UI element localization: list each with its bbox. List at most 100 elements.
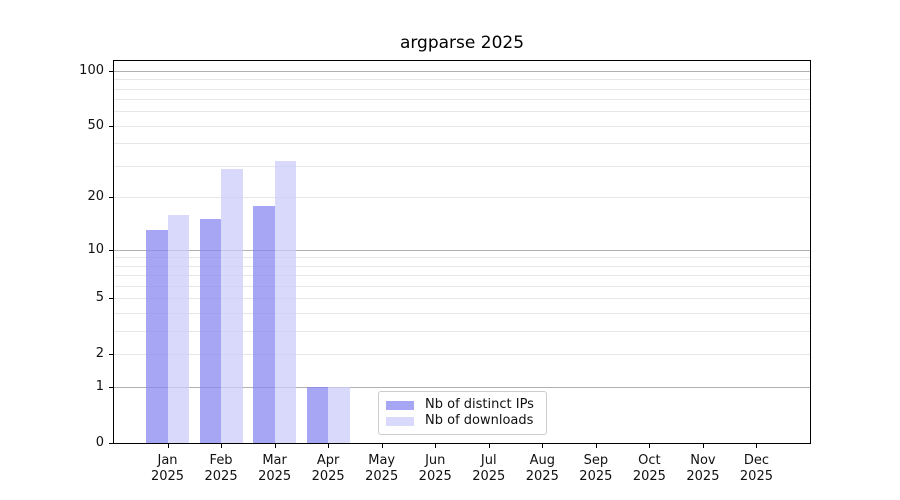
x-tick-month-aug: Aug	[529, 453, 555, 468]
x-tick-month-oct: Oct	[638, 453, 661, 468]
x-tick-nov	[702, 444, 704, 448]
x-tick-year-aug: 2025	[525, 469, 559, 484]
bar-downloads-mar	[274, 161, 297, 443]
x-tick-label-sep: Sep 2025	[556, 453, 636, 485]
x-tick-year-jun: 2025	[418, 469, 452, 484]
x-tick-year-apr: 2025	[311, 469, 345, 484]
gridline-minor-5	[114, 298, 810, 300]
x-tick-oct	[649, 444, 651, 448]
y-tick-100	[109, 70, 113, 72]
x-tick-year-may: 2025	[365, 469, 399, 484]
x-tick-year-mar: 2025	[258, 469, 292, 484]
x-tick-year-jul: 2025	[472, 469, 506, 484]
x-tick-sep	[595, 444, 597, 448]
x-tick-month-may: May	[368, 453, 396, 468]
x-tick-month-sep: Sep	[583, 453, 609, 468]
x-tick-label-jun: Jun 2025	[395, 453, 475, 485]
x-tick-year-jan: 2025	[150, 469, 185, 484]
gridline-minor-50	[114, 125, 810, 127]
x-tick-aug	[542, 444, 544, 448]
x-tick-label-aug: Aug 2025	[502, 453, 582, 485]
plot-area: Nb of distinct IPs Nb of downloads	[113, 60, 811, 444]
gridline-minor-3	[114, 331, 810, 333]
x-tick-label-jul: Jul 2025	[449, 453, 529, 485]
x-tick-label-jan: Jan 2025	[128, 453, 208, 485]
y-tick-10	[109, 249, 113, 251]
x-tick-label-mar: Mar 2025	[235, 453, 315, 485]
x-tick-year-nov: 2025	[686, 469, 720, 484]
bar-distinct-ips-mar	[253, 205, 275, 443]
x-tick-label-nov: Nov 2025	[663, 453, 743, 485]
x-tick-month-mar: Mar	[262, 453, 287, 468]
y-tick-label-50: 50	[87, 117, 104, 133]
x-tick-month-feb: Feb	[209, 453, 233, 468]
x-tick-year-oct: 2025	[632, 469, 666, 484]
x-tick-apr	[328, 444, 330, 448]
gridline-minor-2	[114, 354, 810, 356]
gridline-minor-7	[114, 275, 810, 277]
x-tick-month-nov: Nov	[690, 453, 716, 468]
legend-label-distinct-ips: Nb of distinct IPs	[425, 397, 534, 412]
legend: Nb of distinct IPs Nb of downloads	[378, 391, 547, 435]
x-tick-may	[381, 444, 383, 448]
y-tick-label-1: 1	[95, 379, 104, 395]
legend-swatch-distinct-ips-icon	[386, 400, 414, 410]
gridline-minor-80	[114, 88, 810, 90]
bar-distinct-ips-feb	[199, 219, 222, 443]
gridline-minor-30	[114, 166, 810, 168]
gridline-minor-9	[114, 257, 810, 259]
x-tick-year-feb: 2025	[204, 469, 238, 484]
chart-title: argparse 2025	[399, 33, 525, 53]
x-tick-label-feb: Feb 2025	[181, 453, 261, 485]
y-tick-1	[109, 387, 113, 389]
x-tick-mar	[274, 444, 276, 448]
y-tick-label-5: 5	[95, 290, 104, 306]
gridline-major-10	[114, 249, 810, 251]
bar-downloads-apr	[328, 387, 350, 443]
gridline-minor-60	[114, 111, 810, 113]
legend-label-downloads: Nb of downloads	[425, 413, 534, 428]
x-tick-year-sep: 2025	[579, 469, 613, 484]
y-tick-label-10: 10	[87, 241, 104, 257]
y-tick-label-20: 20	[87, 189, 104, 205]
x-tick-month-dec: Dec	[743, 453, 770, 468]
x-tick-month-jul: Jul	[480, 453, 497, 468]
legend-swatch-downloads-icon	[386, 416, 414, 426]
x-tick-label-dec: Dec 2025	[716, 453, 796, 485]
y-tick-label-2: 2	[95, 346, 104, 362]
gridline-major-1	[114, 387, 810, 389]
y-tick-5	[109, 298, 113, 300]
x-tick-year-dec: 2025	[739, 469, 773, 484]
gridline-major-100	[114, 70, 810, 72]
y-tick-50	[109, 125, 113, 127]
y-tick-label-100: 100	[79, 62, 104, 78]
gridline-minor-40	[114, 143, 810, 145]
x-tick-dec	[756, 444, 758, 448]
y-tick-0	[109, 443, 113, 444]
x-tick-feb	[221, 444, 223, 448]
gridline-minor-6	[114, 286, 810, 288]
gridline-minor-90	[114, 79, 810, 81]
x-tick-jun	[435, 444, 437, 448]
gridline-minor-20	[114, 197, 810, 199]
x-tick-label-may: May 2025	[342, 453, 422, 485]
bar-distinct-ips-jan	[146, 230, 168, 443]
gridline-minor-70	[114, 99, 810, 101]
y-tick-2	[109, 354, 113, 356]
x-tick-month-apr: Apr	[316, 453, 340, 468]
gridline-minor-8	[114, 265, 810, 267]
bar-distinct-ips-apr	[306, 387, 329, 443]
bar-downloads-feb	[221, 168, 243, 443]
x-tick-label-oct: Oct 2025	[609, 453, 689, 485]
y-tick-label-0: 0	[95, 435, 104, 450]
bar-downloads-jan	[167, 214, 190, 443]
legend-item-distinct-ips: Nb of distinct IPs	[386, 397, 538, 413]
x-tick-month-jun: Jun	[425, 453, 446, 468]
y-tick-20	[109, 197, 113, 199]
x-tick-jul	[488, 444, 490, 448]
gridline-minor-4	[114, 313, 810, 315]
x-tick-jan	[167, 444, 169, 448]
x-tick-label-apr: Apr 2025	[288, 453, 368, 485]
x-tick-month-jan: Jan	[157, 453, 178, 468]
